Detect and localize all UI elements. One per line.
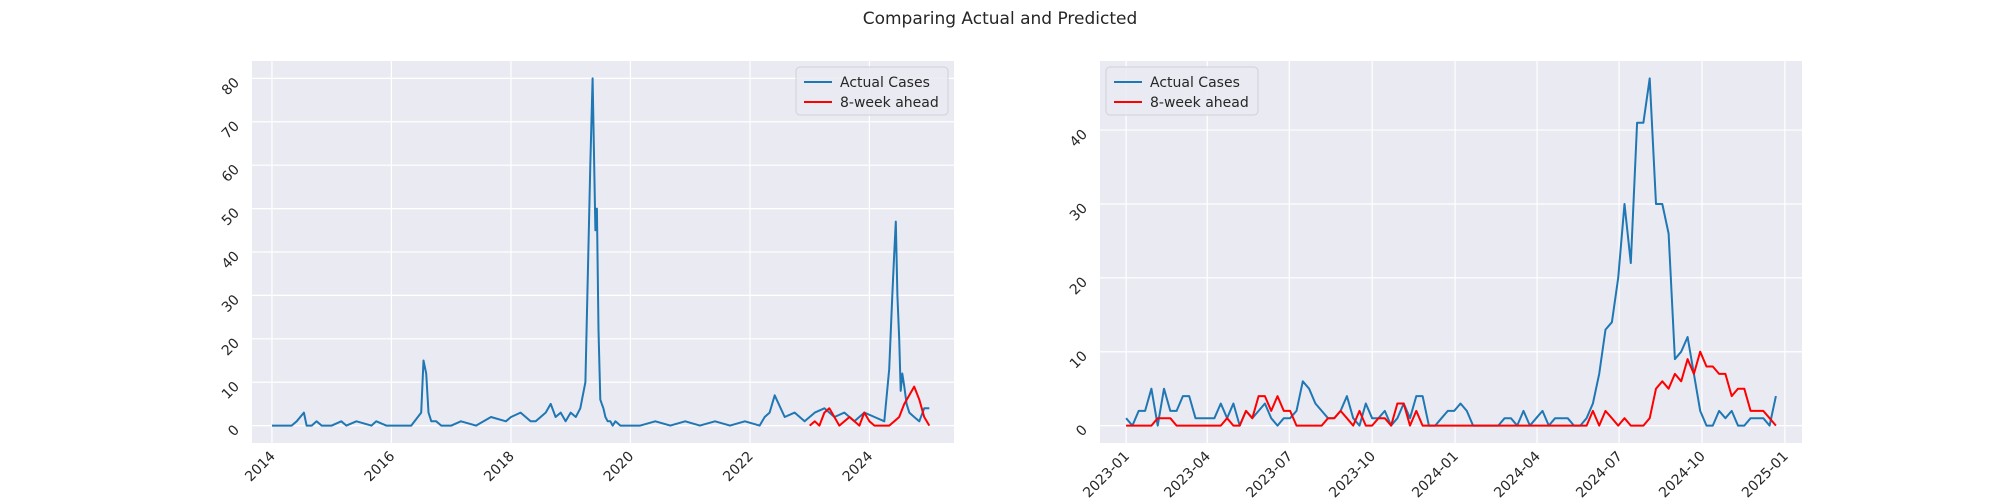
y-tick-label: 0 [1073,422,1091,440]
y-tick-label: 80 [219,75,243,99]
x-tick-label: 2025-01 [1739,449,1792,500]
legend-frame [1105,66,1259,116]
series-line-0 [1125,77,1777,427]
x-tick-label: 2014 [242,448,279,485]
left-plot: 2014 2016 2018 2020 2022 2024 0 10 20 30 40 50 60 70 8… [219,61,954,485]
legend-label: Actual Cases [1150,75,1240,91]
series-line-1 [1126,350,1777,427]
y-tick-label: 40 [1067,127,1091,151]
x-tick-label: 2018 [481,449,518,486]
x-tick-label: 2023-10 [1326,449,1379,500]
x-tick-label: 2024 [840,448,877,485]
plot-area [1100,61,1802,443]
y-tick-label: 40 [219,249,243,273]
legend: Actual Cases 8-week ahead [1105,66,1259,116]
y-tick-label: 10 [219,379,243,403]
y-tick-label: 50 [219,205,243,229]
y-tick-label: 30 [219,292,243,316]
x-tick-label: 2024-10 [1656,449,1709,500]
series-line-0 [272,77,930,427]
x-tick-label: 2024-01 [1409,449,1462,500]
legend-label: 8-week ahead [1150,95,1249,111]
legend-label: 8-week ahead [840,95,939,111]
figure-title: Comparing Actual and Predicted [863,9,1138,29]
y-tick-label: 60 [219,162,243,186]
legend-frame [795,66,949,116]
x-tick-label: 2023-01 [1080,449,1133,500]
right-plot: 2023-01 2023-04 2023-07 2023-10 2024-01 2024-… [1067,61,1802,500]
x-tick-label: 2020 [601,449,638,486]
x-tick-label: 2024-07 [1573,449,1626,500]
x-tick-label: 2016 [362,448,399,485]
x-tick-label: 2024-04 [1491,448,1544,500]
legend-label: Actual Cases [840,75,930,91]
x-tick-label: 2022 [720,449,757,486]
x-tick-label: 2023-04 [1161,448,1214,500]
series-line-1 [809,385,931,427]
y-tick-label: 10 [1067,348,1091,372]
y-tick-label: 20 [219,335,243,359]
x-tick-label: 2023-07 [1243,449,1296,500]
legend: Actual Cases 8-week ahead [795,66,949,116]
y-tick-label: 30 [1067,200,1091,224]
y-tick-label: 20 [1067,274,1091,298]
y-tick-label: 70 [219,118,243,142]
y-tick-label: 0 [225,422,243,440]
